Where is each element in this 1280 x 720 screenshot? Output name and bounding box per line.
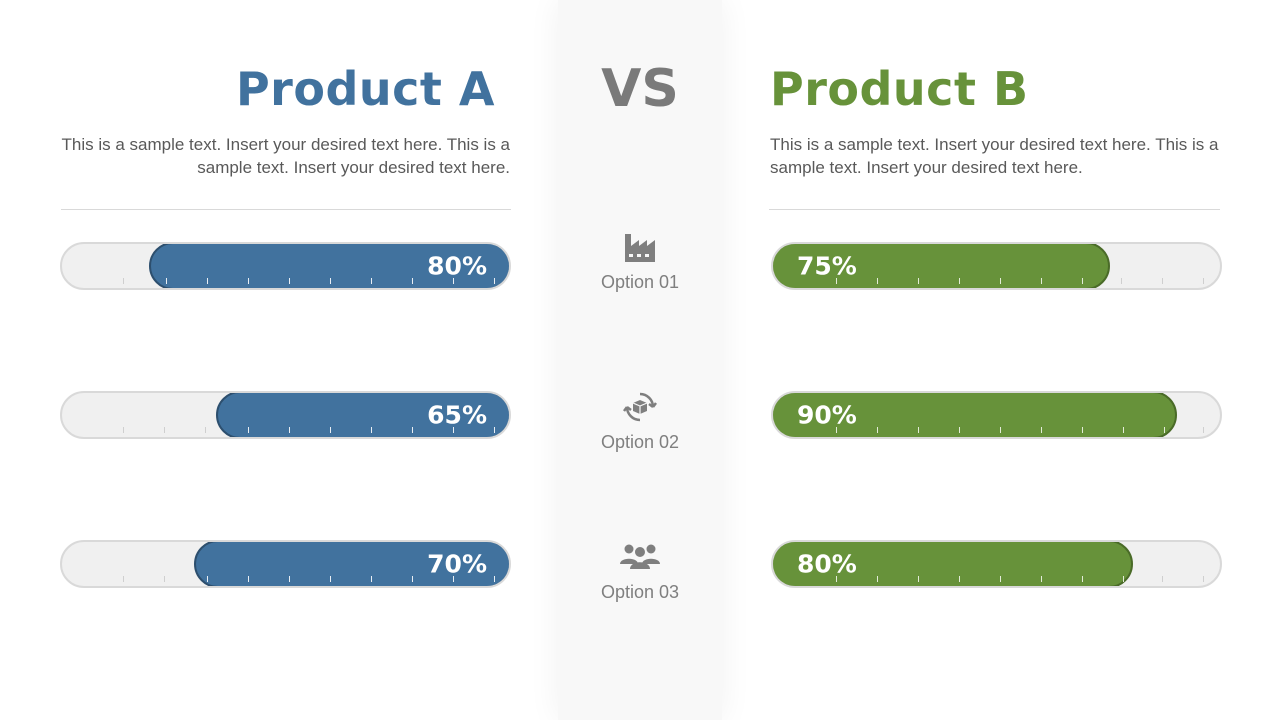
scale-tick <box>1203 576 1204 582</box>
scale-tick <box>205 427 206 433</box>
scale-tick <box>207 278 208 284</box>
scale-tick <box>959 278 960 284</box>
scale-tick <box>1000 427 1001 433</box>
product-b-option-02-value: 90% <box>797 400 857 430</box>
scale-tick <box>877 576 878 582</box>
scale-tick <box>1000 278 1001 284</box>
scale-tick <box>453 427 454 433</box>
scale-tick <box>959 427 960 433</box>
product-a-option-03-bar: 70% <box>194 542 509 586</box>
scale-tick <box>330 576 331 582</box>
scale-tick <box>1082 427 1083 433</box>
option-02-label: Option 02 <box>600 432 680 452</box>
scale-tick <box>123 427 124 433</box>
scale-tick <box>1041 278 1042 284</box>
vs-label: VS <box>601 59 679 119</box>
recycle-box-icon <box>623 392 657 422</box>
product-b-title: Product B <box>770 62 1029 116</box>
scale-tick <box>289 576 290 582</box>
scale-tick <box>1082 576 1083 582</box>
scale-tick <box>836 576 837 582</box>
scale-tick <box>1123 576 1124 582</box>
scale-tick <box>207 576 208 582</box>
scale-tick <box>494 427 495 433</box>
scale-tick <box>918 427 919 433</box>
scale-tick <box>494 278 495 284</box>
scale-tick <box>371 576 372 582</box>
product-b-option-01-track: 75% <box>771 242 1222 290</box>
scale-tick <box>289 278 290 284</box>
scale-tick <box>371 278 372 284</box>
factory-icon <box>625 234 655 262</box>
scale-tick <box>836 278 837 284</box>
scale-tick <box>1164 427 1165 433</box>
option-03-label: Option 03 <box>600 582 680 602</box>
scale-tick <box>1041 576 1042 582</box>
product-a-option-02-value: 65% <box>427 400 487 430</box>
scale-tick <box>1162 278 1163 284</box>
scale-tick <box>166 278 167 284</box>
product-a-option-01-track: 80% <box>60 242 511 290</box>
scale-tick <box>877 278 878 284</box>
scale-tick <box>494 576 495 582</box>
scale-tick <box>1041 427 1042 433</box>
product-a-option-02-track: 65% <box>60 391 511 439</box>
product-b-option-03-bar: 80% <box>773 542 1133 586</box>
scale-tick <box>1162 576 1163 582</box>
scale-tick <box>289 427 290 433</box>
scale-tick <box>1123 427 1124 433</box>
product-a-option-03-track: 70% <box>60 540 511 588</box>
scale-tick <box>1203 278 1204 284</box>
product-a-option-02-bar: 65% <box>216 393 509 437</box>
product-b-option-01-value: 75% <box>797 251 857 281</box>
scale-tick <box>371 427 372 433</box>
product-a-divider <box>61 209 511 210</box>
product-b-option-01-bar: 75% <box>773 244 1111 288</box>
scale-tick <box>918 278 919 284</box>
scale-tick <box>248 427 249 433</box>
product-b-option-03-value: 80% <box>797 549 857 579</box>
scale-tick <box>123 576 124 582</box>
center-divider-strip <box>558 0 722 720</box>
scale-tick <box>918 576 919 582</box>
option-03: Option 03 <box>558 540 722 603</box>
team-icon <box>620 544 660 569</box>
scale-tick <box>164 427 165 433</box>
scale-tick <box>123 278 124 284</box>
scale-tick <box>836 427 837 433</box>
scale-tick <box>412 576 413 582</box>
scale-tick <box>248 576 249 582</box>
product-b-option-02-bar: 90% <box>773 393 1178 437</box>
scale-tick <box>959 576 960 582</box>
scale-tick <box>412 278 413 284</box>
option-01-label: Option 01 <box>600 272 680 292</box>
product-a-option-03-value: 70% <box>427 549 487 579</box>
product-a-description: This is a sample text. Insert your desir… <box>61 135 510 177</box>
scale-tick <box>453 576 454 582</box>
scale-tick <box>1203 427 1204 433</box>
product-b-divider <box>769 209 1220 210</box>
product-a-option-01-value: 80% <box>427 251 487 281</box>
scale-tick <box>453 278 454 284</box>
scale-tick <box>330 427 331 433</box>
product-a-title: Product A <box>235 62 495 116</box>
scale-tick <box>1082 278 1083 284</box>
product-b-option-03-track: 80% <box>771 540 1222 588</box>
product-a-option-01-bar: 80% <box>149 244 509 288</box>
option-01: Option 01 <box>558 230 722 293</box>
scale-tick <box>1000 576 1001 582</box>
scale-tick <box>330 278 331 284</box>
scale-tick <box>1121 278 1122 284</box>
scale-tick <box>248 278 249 284</box>
scale-tick <box>164 576 165 582</box>
product-b-description: This is a sample text. Insert your desir… <box>770 135 1219 177</box>
option-02: Option 02 <box>558 390 722 453</box>
scale-tick <box>877 427 878 433</box>
scale-tick <box>412 427 413 433</box>
product-b-option-02-track: 90% <box>771 391 1222 439</box>
